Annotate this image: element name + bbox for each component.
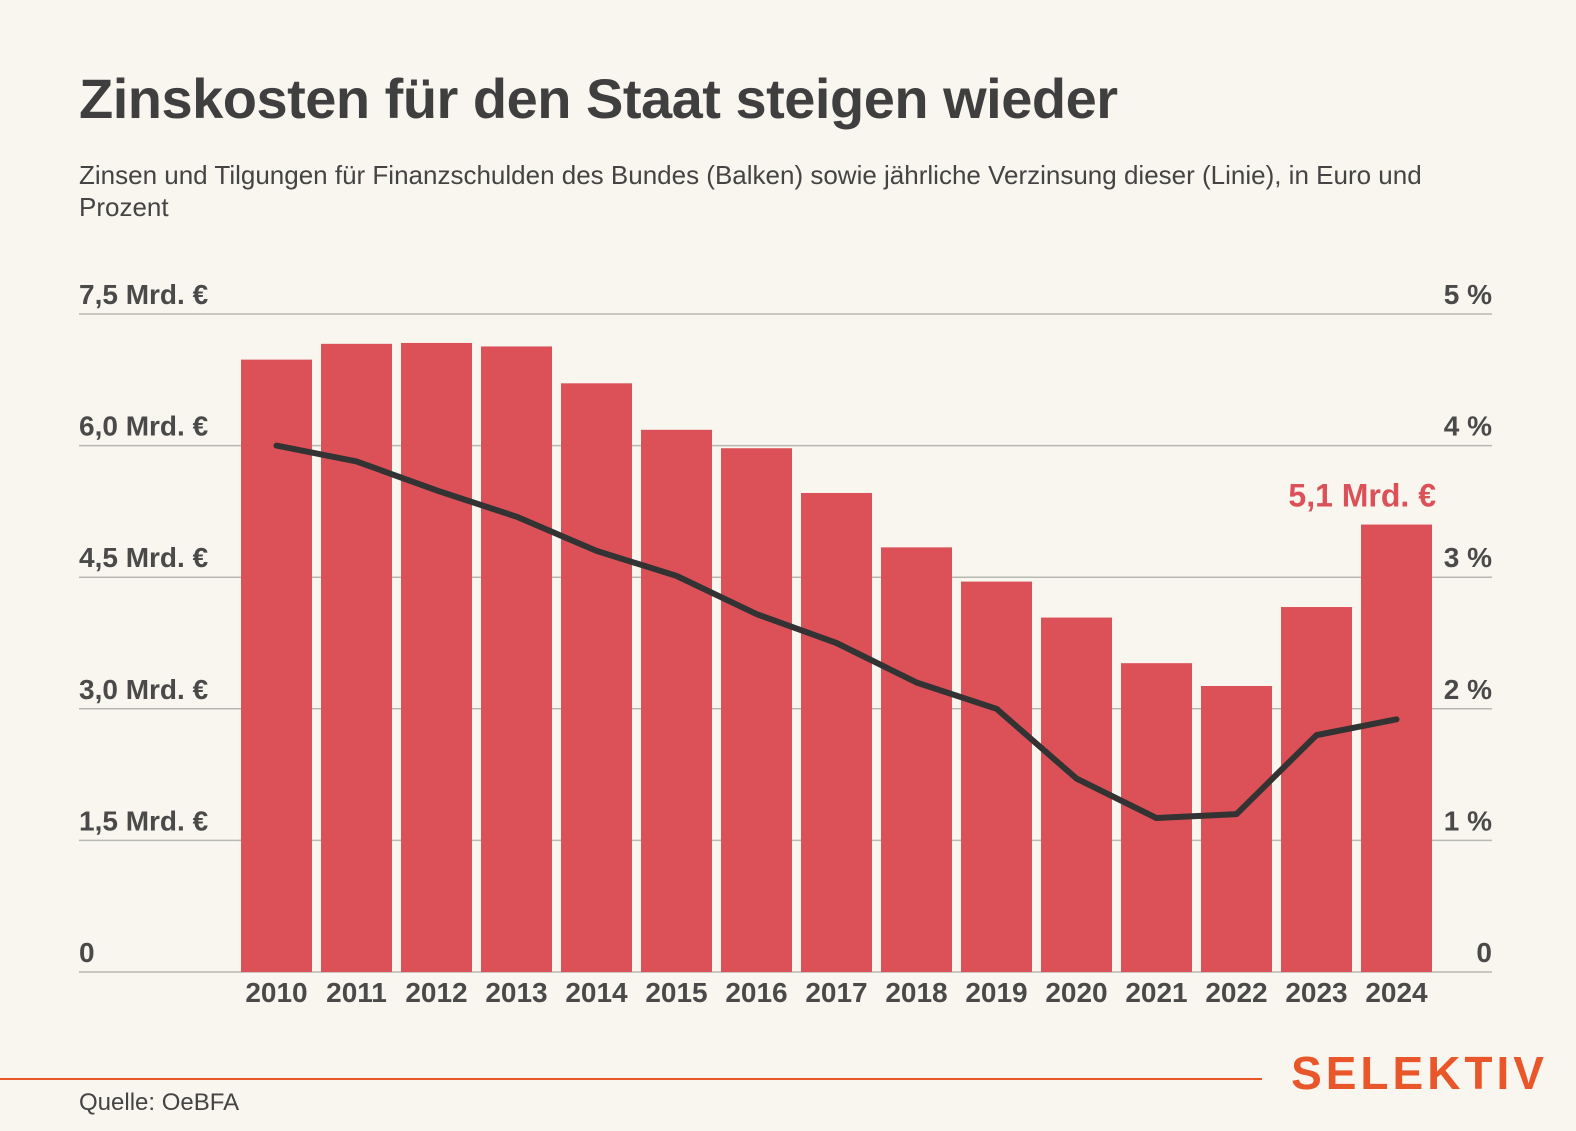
- bar: [321, 343, 392, 972]
- bar: [721, 448, 792, 972]
- brand-logo: SELEKTIV: [1291, 1047, 1548, 1099]
- y-right-tick-label: 4 %: [1444, 411, 1492, 442]
- footer-rule: [0, 1078, 1262, 1080]
- source-note: Quelle: OeBFA: [79, 1089, 240, 1116]
- x-tick-label: 2023: [1285, 977, 1347, 1008]
- x-tick-label: 2016: [725, 977, 787, 1008]
- y-left-tick-label: 6,0 Mrd. €: [79, 411, 209, 442]
- y-right-tick-label: 1 %: [1444, 805, 1492, 836]
- chart-title: Zinskosten für den Staat steigen wieder: [79, 67, 1118, 130]
- bar: [1281, 607, 1352, 972]
- bar: [1041, 617, 1112, 972]
- y-right-tick-label: 2 %: [1444, 674, 1492, 705]
- x-tick-label: 2011: [326, 977, 387, 1008]
- y-right-tick-label: 0: [1476, 937, 1492, 968]
- bar: [561, 383, 632, 972]
- bar: [961, 581, 1032, 972]
- x-tick-label: 2010: [245, 977, 307, 1008]
- bar-callout-label: 5,1 Mrd. €: [1288, 478, 1436, 514]
- line-series: [273, 442, 1400, 822]
- bar: [1201, 685, 1272, 972]
- bar: [481, 346, 552, 973]
- y-right-tick-label: 3 %: [1444, 542, 1492, 573]
- x-tick-label: 2024: [1365, 977, 1428, 1008]
- bar: [1361, 524, 1432, 972]
- x-tick-label: 2014: [565, 977, 628, 1008]
- x-tick-label: 2013: [485, 977, 547, 1008]
- bar-series: [241, 342, 1432, 973]
- bar: [401, 342, 472, 972]
- x-tick-label: 2015: [645, 977, 707, 1008]
- y-right-tick-label: 5 %: [1444, 279, 1492, 310]
- y-left-tick-label: 1,5 Mrd. €: [79, 805, 209, 836]
- x-tick-label: 2019: [965, 977, 1027, 1008]
- bar: [641, 429, 712, 973]
- y-left-tick-label: 0: [79, 937, 95, 968]
- x-tick-label: 2017: [805, 977, 867, 1008]
- bar: [801, 492, 872, 972]
- bar: [241, 359, 312, 972]
- chart-subtitle: Zinsen und Tilgungen für Finanzschulden …: [79, 160, 1422, 222]
- axis-labels: 0 1,5 Mrd. € 3,0 Mrd. € 4,5 Mrd. € 6,0 Mrd. …: [79, 279, 1492, 1008]
- x-tick-label: 2012: [405, 977, 467, 1008]
- x-tick-label: 2021: [1125, 977, 1187, 1008]
- x-tick-label: 2020: [1045, 977, 1107, 1008]
- y-left-tick-label: 7,5 Mrd. €: [79, 279, 209, 310]
- bar: [881, 547, 952, 972]
- y-left-tick-label: 3,0 Mrd. €: [79, 674, 209, 705]
- x-tick-label: 2022: [1205, 977, 1267, 1008]
- x-tick-label: 2018: [885, 977, 947, 1008]
- y-left-tick-label: 4,5 Mrd. €: [79, 542, 209, 573]
